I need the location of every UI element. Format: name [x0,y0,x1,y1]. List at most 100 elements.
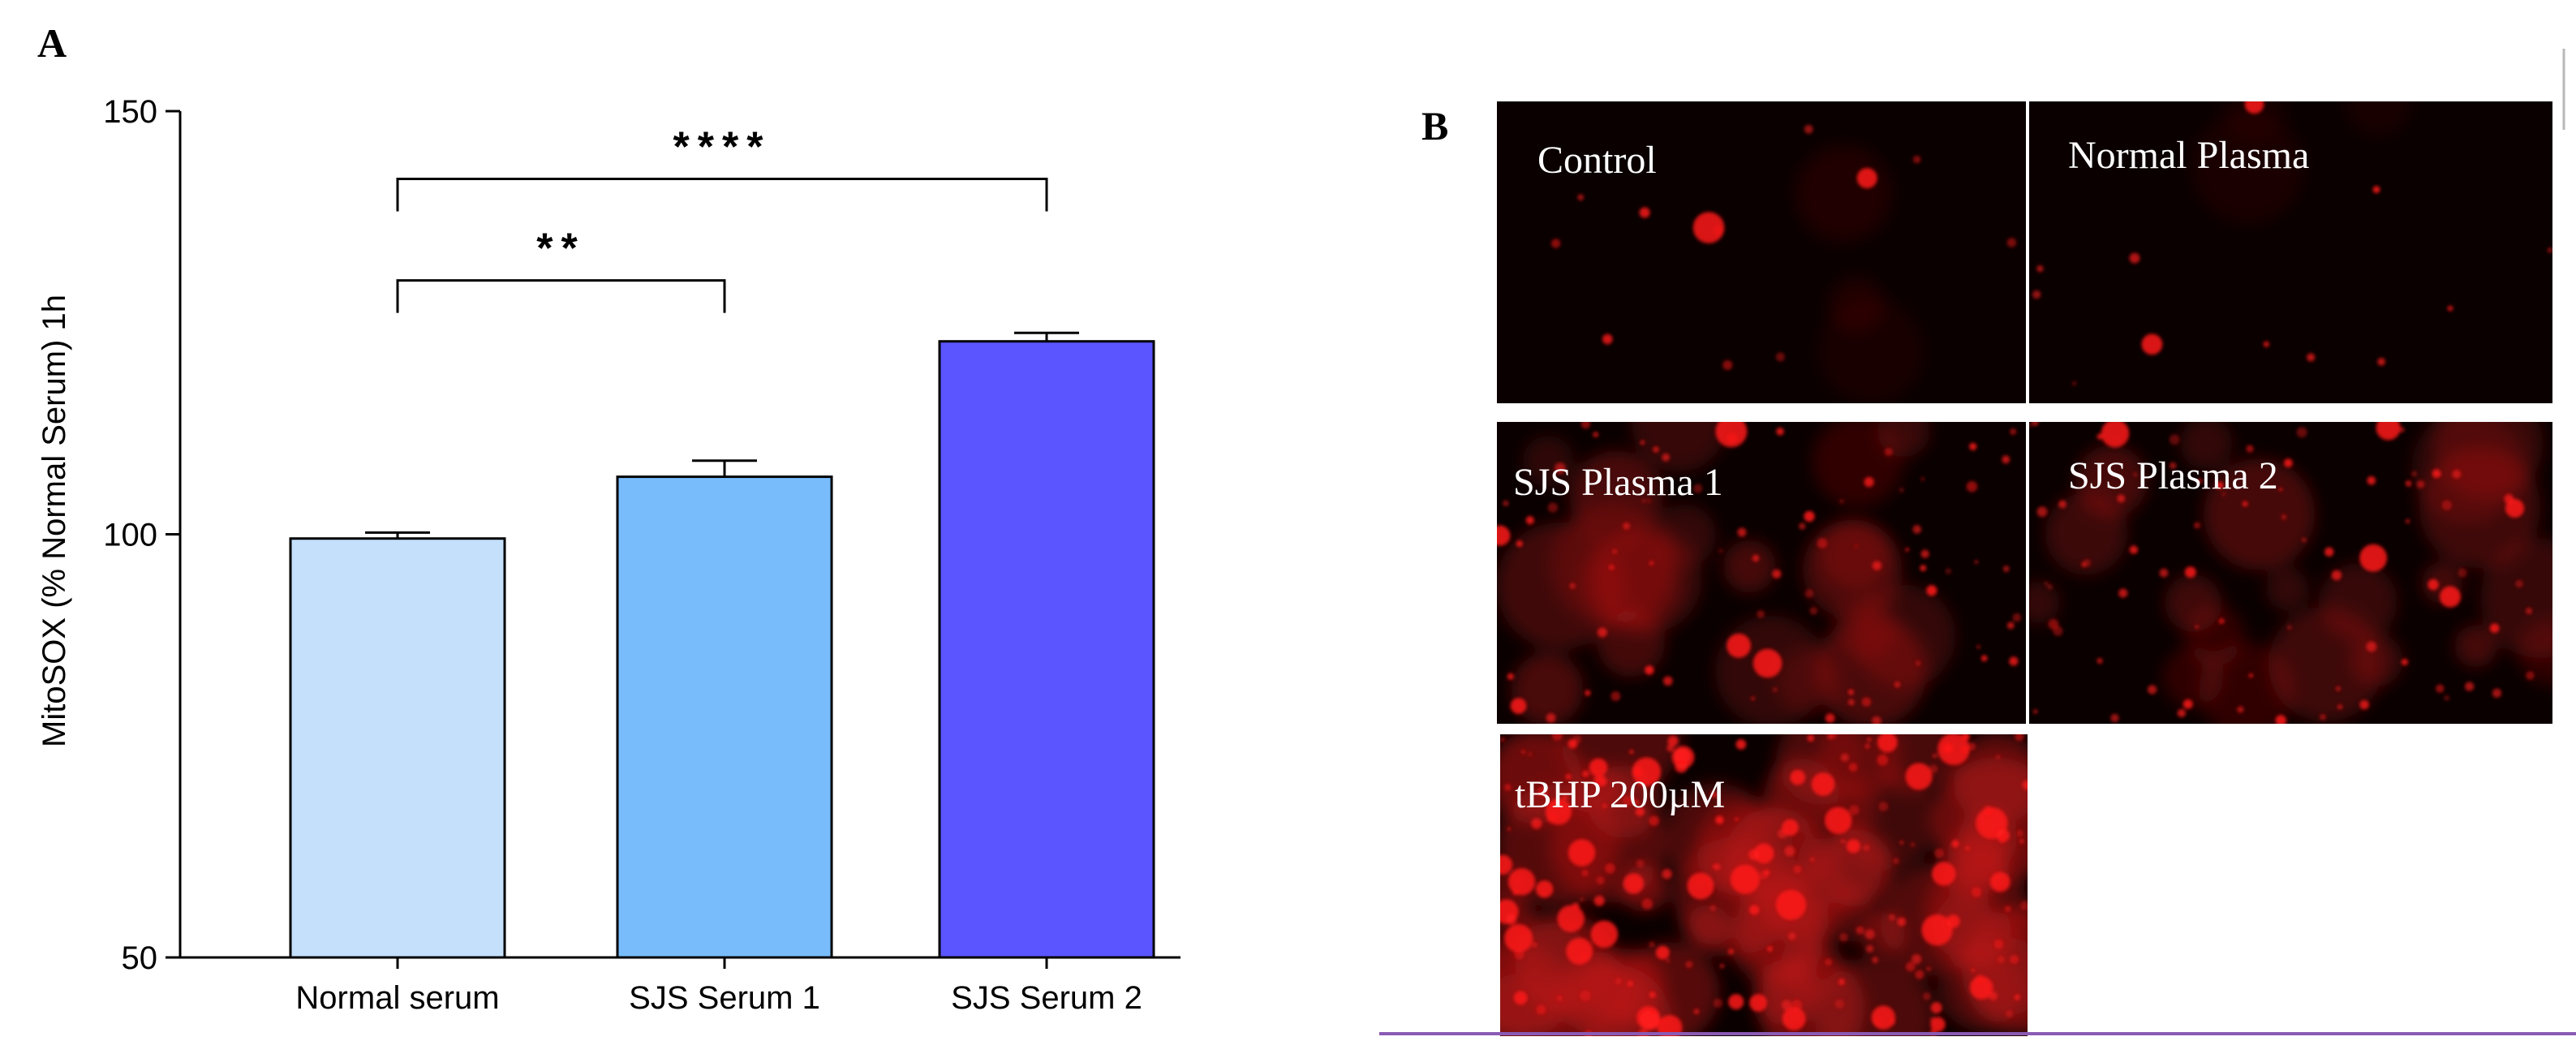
fluorescence-spot [1930,1002,1942,1014]
fluorescence-cell [1632,757,1662,787]
fluorescence-spot [1912,953,1922,965]
fluorescence-spot [2263,341,2269,347]
fluorescence-spot [1666,958,1671,963]
fluorescence-spot [1945,568,1952,574]
fluorescence-spot [1662,869,1672,880]
fluorescence-spot [1593,775,1602,785]
fluorescence-spot [1899,488,1904,493]
bar [616,475,833,959]
fluorescence-spot [2286,625,2293,630]
x-tick-label: SJS Serum 2 [951,980,1142,1016]
fluorescence-spot [2248,673,2253,678]
fluorescence-spot [1579,897,1585,902]
fluorescence-spot [2129,252,2140,264]
fluorescence-spot [1966,480,1978,493]
panel-b-label: B [1421,103,1448,148]
fluorescence-spot [1546,712,1556,723]
fluorescence-spot [1627,980,1633,987]
fluorescence-cell [1871,1005,1896,1030]
fluorescence-glow [1589,949,1665,1024]
fluorescence-spot [2218,618,2225,624]
fluorescence-spot [1597,627,1607,638]
fluorescence-spot [1912,525,1922,534]
fluorescence-spot [1649,941,1655,948]
fluorescence-spot [1915,970,1924,979]
fluorescence-cell [1692,212,1725,243]
micrograph: SJS Plasma 2 [2029,422,2552,724]
fluorescence-spot [2435,684,2445,693]
fluorescence-spot [2117,494,2126,503]
fluorescence-spot [1641,498,1646,503]
fluorescence-spot [1582,770,1589,777]
fluorescence-spot [1580,990,1591,1001]
fluorescence-spot [1926,585,1937,596]
fluorescence-spot [2036,506,2048,518]
fluorescence-spot [1537,786,1549,798]
fluorescence-spot [1645,665,1654,675]
fluorescence-spot [2002,455,2010,464]
fluorescence-spot [2275,715,2287,724]
fluorescence-spot [1662,676,1673,686]
fluorescence-spot [1521,750,1525,754]
fluorescence-spot [1864,743,1870,749]
fluorescence-spot [1749,905,1760,915]
fluorescence-spot [2411,471,2418,477]
fluorescence-glow [2183,605,2245,666]
bar [938,340,1155,959]
fluorescence-spot [2159,568,2169,578]
fluorescence-glow [1817,734,1902,798]
micrograph: Control [1497,101,2026,403]
fluorescence-spot [1856,926,1864,935]
fluorescence-spot [1912,155,1921,164]
fluorescence-spot [2336,686,2341,691]
fluorescence-spot [1653,446,1659,453]
fluorescence-spot [1817,538,1828,549]
fluorescence-spot [2195,625,2200,629]
fluorescence-spot [2133,472,2138,477]
fluorescence-spot [2366,641,2377,652]
fluorescence-spot [1920,477,1925,481]
fluorescence-spot [2372,186,2380,194]
fluorescence-spot [1865,944,1874,953]
fluorescence-spot [2432,469,2441,479]
fluorescence-cell [1753,843,1774,864]
fluorescence-cell [1825,807,1852,834]
fluorescence-glow [1500,974,1558,1036]
fluorescence-spot [2072,381,2077,385]
bar-chart: 50 100 150 Normal serum SJS Serum 1 SJS Seru… [37,94,1180,1016]
fluorescence-spot [1952,840,1959,847]
fluorescence-cell [1946,914,1960,928]
fluorescence-cell [1727,633,1751,658]
fluorescence-spot [2032,290,2041,299]
fluorescence-cell [1497,525,1511,546]
fluorescence-spot [1809,607,1817,615]
fluorescence-spot [1528,752,1533,756]
fluorescence-glow [2350,634,2403,687]
fluorescence-glow [1832,596,1898,661]
fluorescence-spot [2377,357,2385,366]
fluorescence-glow [2029,581,2061,625]
fluorescence-cell [1568,839,1596,867]
fluorescence-spot [1838,979,1845,986]
fluorescence-spot [1877,754,1889,766]
panel-a-label: A [37,20,67,66]
fluorescence-glow [1877,422,1930,458]
fluorescence-spot [1920,565,1927,572]
fluorescence-cell [1590,920,1619,949]
fluorescence-spot [2118,588,2128,598]
fluorescence-spot [2184,566,2196,579]
fluorescence-spot [1974,560,1979,564]
fluorescence-spot [1685,961,1693,969]
fluorescence-glow [1722,540,1776,593]
fluorescence-cell [1856,167,1877,189]
fluorescence-glow [2518,618,2552,686]
fluorescence-spot [1787,932,1796,940]
fluorescence-spot [1840,753,1849,762]
fluorescence-spot [2006,622,2015,630]
fluorescence-cell [1500,854,1513,875]
fluorescence-spot [1532,942,1537,948]
fluorescence-spot [2194,522,2200,529]
fluorescence-spot [2458,568,2467,578]
fluorescence-spot [1752,554,1760,562]
fluorescence-cell [1930,1017,1946,1032]
